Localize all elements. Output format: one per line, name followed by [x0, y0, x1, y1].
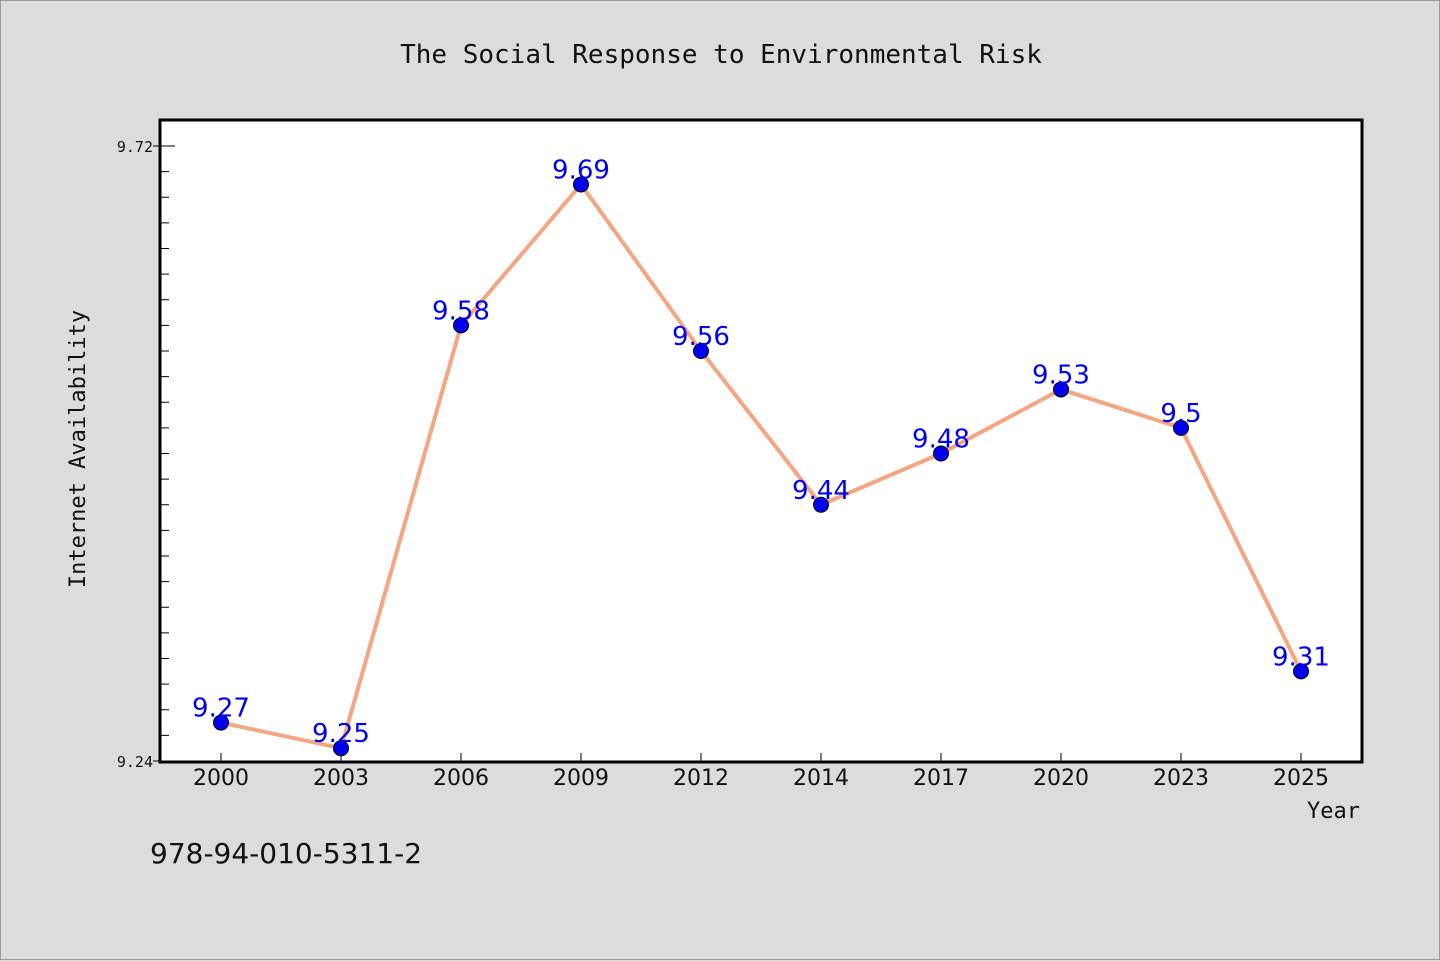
data-label: 9.48 — [912, 425, 970, 455]
plot-area — [158, 118, 1364, 764]
data-label: 9.69 — [552, 155, 610, 185]
data-label: 9.25 — [312, 719, 370, 749]
data-point — [1173, 419, 1189, 436]
y-axis-minor-ticks — [161, 145, 175, 762]
y-tick-label: 9.24 — [117, 753, 153, 771]
data-point — [333, 740, 349, 757]
y-tick-label: 9.72 — [117, 138, 153, 156]
data-label: 9.44 — [792, 476, 850, 506]
x-tick-label: 2023 — [1153, 766, 1209, 791]
x-tick-label: 2017 — [913, 766, 969, 791]
data-point — [933, 445, 949, 462]
data-markers — [213, 176, 1309, 757]
x-tick-label: 2003 — [313, 766, 369, 791]
data-label: 9.56 — [672, 322, 730, 352]
y-axis-label: Internet Availability — [66, 310, 91, 588]
data-point — [453, 317, 469, 334]
data-labels: 9.27 9.25 9.58 9.69 9.56 9.44 9.48 9.53 9.5 9.31 — [192, 155, 1330, 749]
data-point — [1293, 663, 1309, 680]
isbn-footnote: 978-94-010-5311-2 — [150, 837, 422, 870]
x-tick-label: 2009 — [553, 766, 609, 791]
data-point — [693, 343, 709, 359]
x-tick-label: 2000 — [193, 766, 249, 791]
data-point — [213, 714, 229, 731]
x-axis-tick-labels: 2000 2003 2006 2009 2012 2014 2017 2020 2023 2025 — [193, 766, 1329, 791]
data-point — [813, 496, 829, 513]
data-point — [573, 176, 589, 193]
x-tick-label: 2025 — [1273, 766, 1329, 791]
data-label: 9.58 — [432, 296, 490, 326]
x-axis-label: Year — [1307, 799, 1360, 824]
x-tick-label: 2020 — [1033, 766, 1089, 791]
x-tick-label: 2006 — [433, 766, 489, 791]
data-label: 9.27 — [192, 694, 250, 724]
x-tick-label: 2012 — [673, 766, 729, 791]
data-label: 9.53 — [1032, 360, 1090, 390]
data-label: 9.31 — [1272, 642, 1330, 672]
data-label: 9.5 — [1160, 399, 1201, 429]
series-line — [220, 182, 1303, 751]
data-point — [1053, 381, 1069, 398]
y-axis-tick-labels: 9.24 9.72 — [117, 138, 161, 771]
x-tick-label: 2014 — [793, 766, 849, 791]
chart-title: The Social Response to Environmental Ris… — [400, 40, 1042, 70]
